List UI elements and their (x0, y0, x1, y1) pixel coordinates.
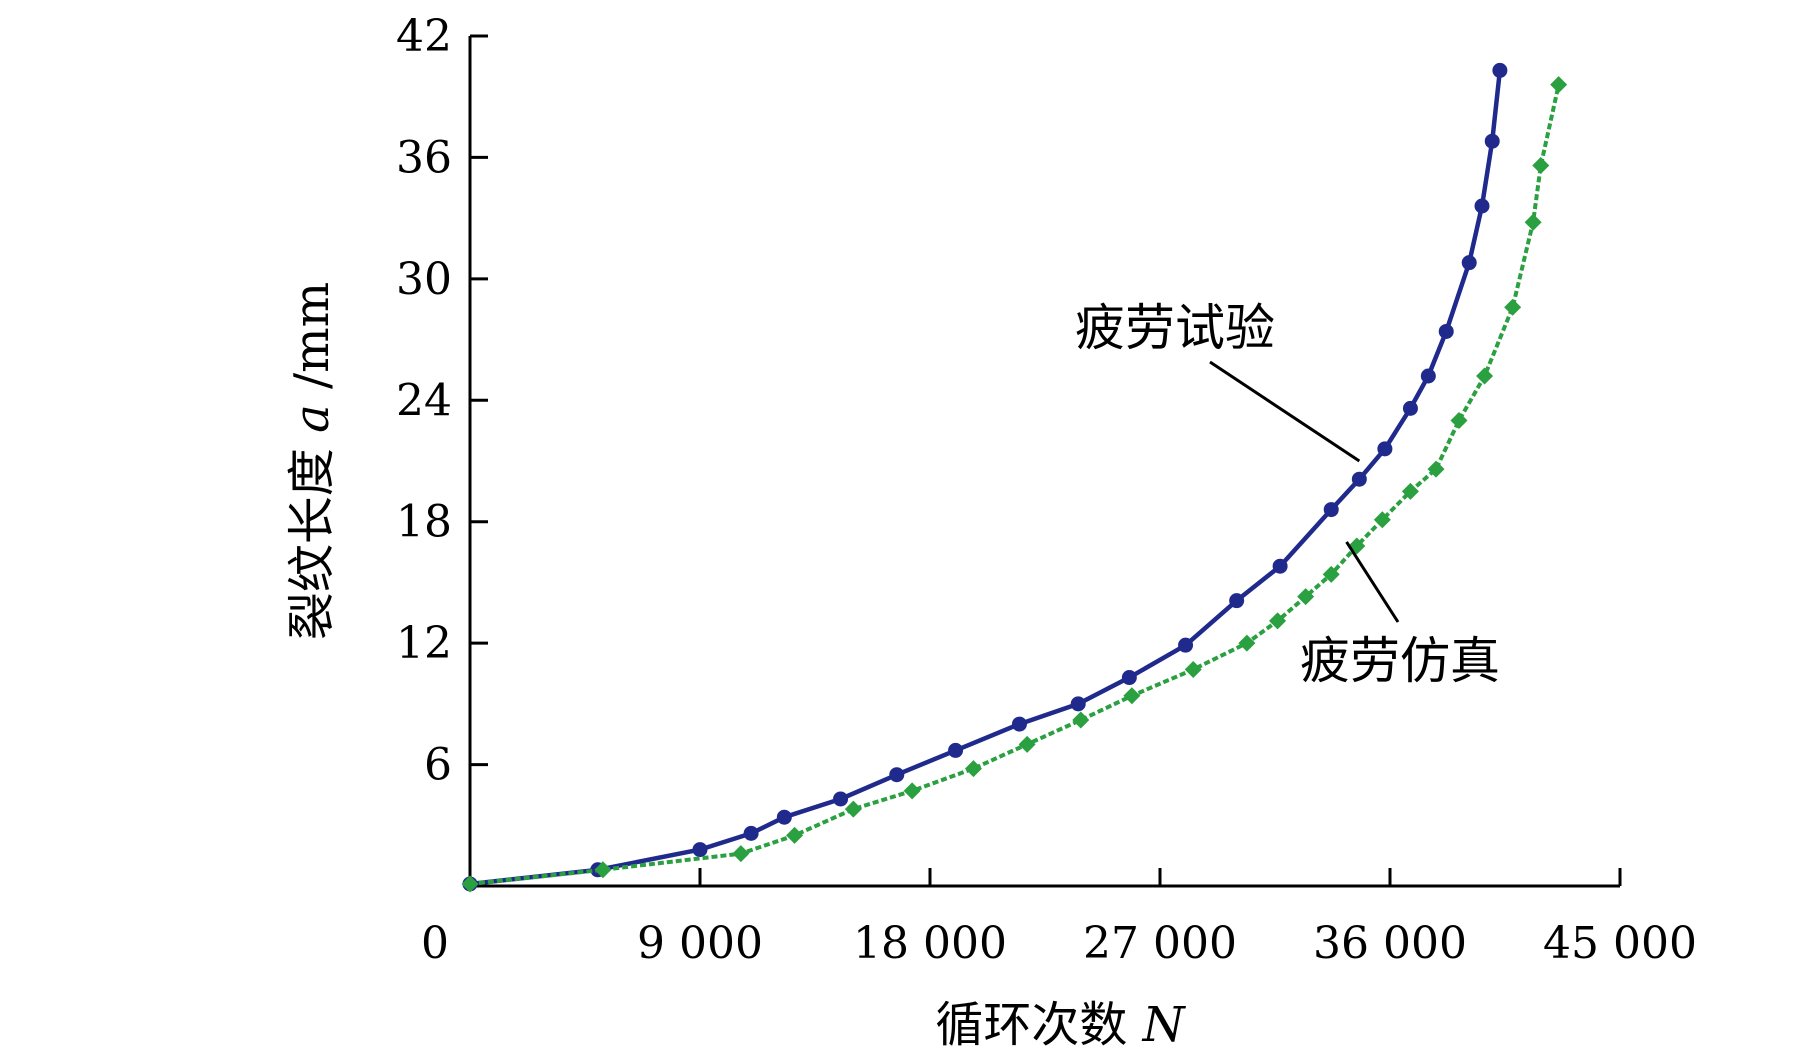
y-tick-label: 42 (396, 11, 452, 62)
data-point (1238, 634, 1256, 652)
data-point (692, 842, 708, 858)
data-point (903, 782, 921, 800)
data-point (732, 845, 750, 863)
data-point (461, 875, 479, 893)
data-point (1438, 323, 1454, 339)
axes-layer: 0 9 000 18 000 27 000 36 000 45 000 6 12 18 24 30 3… (284, 11, 1697, 1053)
annotation-experiment: 疲劳试验 (1075, 299, 1361, 463)
data-point (1229, 593, 1245, 609)
data-point (1524, 213, 1542, 231)
data-point (1269, 612, 1287, 630)
data-point (786, 826, 804, 844)
data-point (743, 825, 759, 841)
data-point (1011, 716, 1027, 732)
data-point (1297, 588, 1315, 606)
data-point (1272, 558, 1288, 574)
y-axis-title-variable: a (284, 404, 340, 433)
y-axis-title-unit: /mm (284, 282, 340, 404)
x-axis-title-variable: N (1142, 997, 1187, 1053)
annotation-label: 疲劳仿真 (1300, 632, 1500, 690)
y-tick-label: 12 (396, 618, 452, 669)
y-axis-title-text: 裂纹长度 (284, 433, 340, 640)
series-layer (461, 62, 1568, 893)
series-simulation (461, 76, 1568, 893)
data-point (1504, 298, 1522, 316)
data-point (776, 809, 792, 825)
data-point (1401, 482, 1419, 500)
x-tick-label: 0 (421, 918, 449, 969)
x-axis-title-text: 循环次数 (935, 997, 1142, 1053)
data-point (594, 861, 612, 879)
data-point (1377, 441, 1393, 457)
data-point (1178, 637, 1194, 653)
data-point (1427, 460, 1445, 478)
data-point (1123, 687, 1141, 705)
annotation-label: 疲劳试验 (1075, 299, 1275, 357)
y-tick-label: 24 (396, 375, 452, 426)
y-tick-label: 6 (424, 740, 452, 791)
x-axis-title: 循环次数 N (935, 997, 1186, 1053)
y-axis-title: 裂纹长度 a /mm (284, 282, 340, 640)
data-point (1323, 502, 1339, 518)
data-point (1461, 255, 1477, 271)
x-tick-label: 27 000 (1083, 918, 1237, 969)
data-point (1070, 696, 1086, 712)
data-point (1476, 367, 1494, 385)
data-point (844, 800, 862, 818)
data-point (1402, 400, 1418, 416)
data-point (1420, 368, 1436, 384)
data-point (1373, 511, 1391, 529)
data-point (1484, 133, 1500, 149)
y-tick-label: 36 (396, 132, 452, 183)
series-experiment (462, 62, 1508, 892)
y-tick-label: 30 (396, 254, 452, 305)
data-point (1351, 471, 1367, 487)
data-point (1184, 660, 1202, 678)
data-point (833, 791, 849, 807)
x-tick-label: 45 000 (1543, 918, 1697, 969)
data-point (1492, 62, 1508, 78)
series-line (469, 84, 1561, 886)
data-point (1450, 412, 1468, 430)
x-tick-label: 9 000 (637, 918, 763, 969)
data-point (1474, 198, 1490, 214)
data-point (1121, 670, 1137, 686)
data-point (1532, 157, 1550, 175)
annotation-simulation: 疲劳仿真 (1300, 541, 1500, 690)
x-tick-label: 18 000 (853, 918, 1007, 969)
x-tick-label: 36 000 (1313, 918, 1467, 969)
data-point (1322, 565, 1340, 583)
y-tick-label: 18 (396, 497, 452, 548)
annotation-leader-line (1209, 360, 1361, 463)
data-point (1550, 76, 1568, 94)
annotation-leader-line (1345, 541, 1400, 623)
data-point (1072, 711, 1090, 729)
data-point (889, 767, 905, 783)
data-point (964, 760, 982, 778)
data-point (1018, 735, 1036, 753)
data-point (948, 742, 964, 758)
